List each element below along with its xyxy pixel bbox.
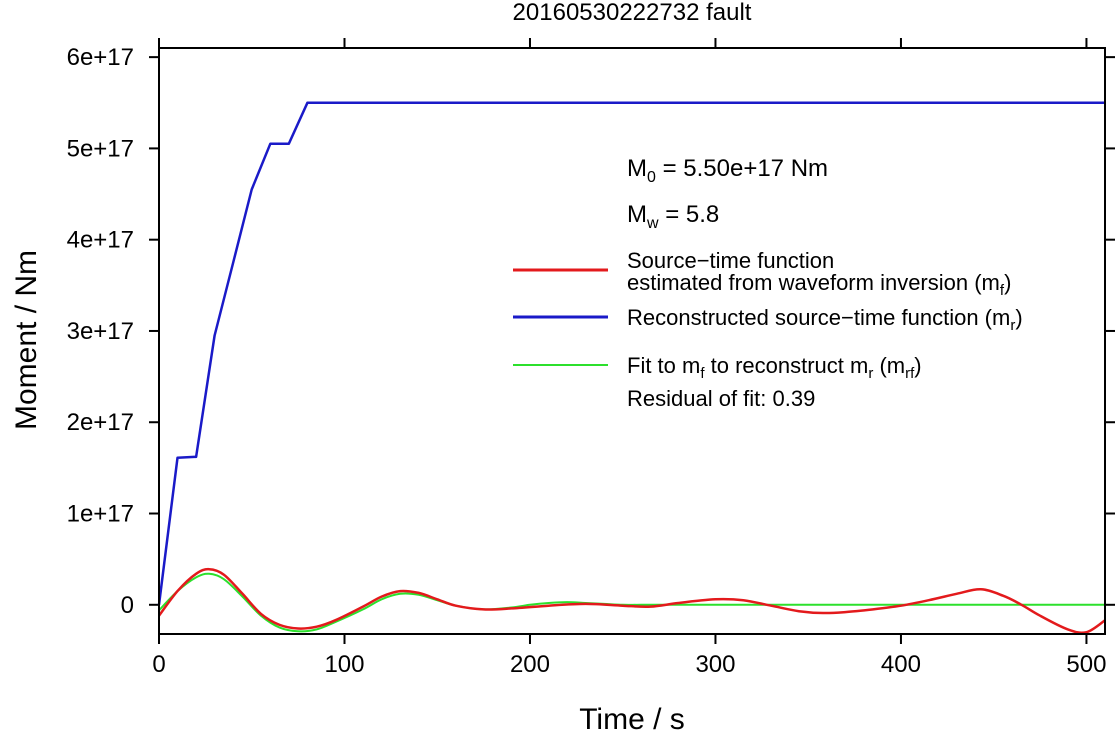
series-line-mrf: [158, 572, 1105, 633]
plot-frame: [158, 47, 1106, 635]
series-line-mf: [158, 567, 1106, 635]
y-tick-label-1: 1e+17: [67, 501, 134, 528]
x-tick-label-0: 0: [152, 651, 165, 678]
legend-label-mrf: Fit to mf to reconstruct mr (mrf): [627, 353, 922, 382]
y-tick-label-2: 2e+17: [67, 409, 134, 436]
legend-label-mf-line1: Source−time function: [627, 248, 834, 273]
x-tick-label-5: 500: [1066, 651, 1106, 678]
y-tick-label-4: 4e+17: [67, 227, 134, 254]
x-axis-title: Time / s: [579, 703, 685, 736]
y-tick-label-3: 3e+17: [67, 318, 134, 345]
mw-annotation: Mw = 5.8: [627, 201, 719, 232]
series-line-mr: [157, 101, 1105, 605]
y-tick-label-0: 0: [121, 592, 134, 619]
axis-ticks: [149, 38, 1115, 644]
legend-label-mf-line2: estimated from waveform inversion (mf): [627, 270, 1011, 299]
x-tick-label-3: 300: [695, 651, 735, 678]
y-tick-label-5: 5e+17: [67, 135, 134, 162]
m0-annotation: M0 = 5.50e+17 Nm: [627, 155, 828, 186]
legend-label-mr: Reconstructed source−time function (mr): [627, 305, 1023, 334]
x-tick-label-2: 200: [510, 651, 550, 678]
y-tick-label-6: 6e+17: [67, 44, 134, 71]
annotation-block: M0 = 5.50e+17 Nm Mw = 5.8 Source−time fu…: [513, 155, 1023, 411]
x-tick-label-1: 100: [324, 651, 364, 678]
x-tick-label-4: 400: [881, 651, 921, 678]
series-layer: [157, 101, 1106, 635]
axis-tick-labels: 0 100 200 300 400 500 0 1e+17 2e+17 3e+17 4e+17 5e+…: [67, 44, 1107, 678]
y-axis-title: Moment / Nm: [10, 250, 43, 430]
chart-title: 20160530222732 fault: [513, 0, 752, 26]
residual-annotation: Residual of fit: 0.39: [627, 386, 815, 411]
